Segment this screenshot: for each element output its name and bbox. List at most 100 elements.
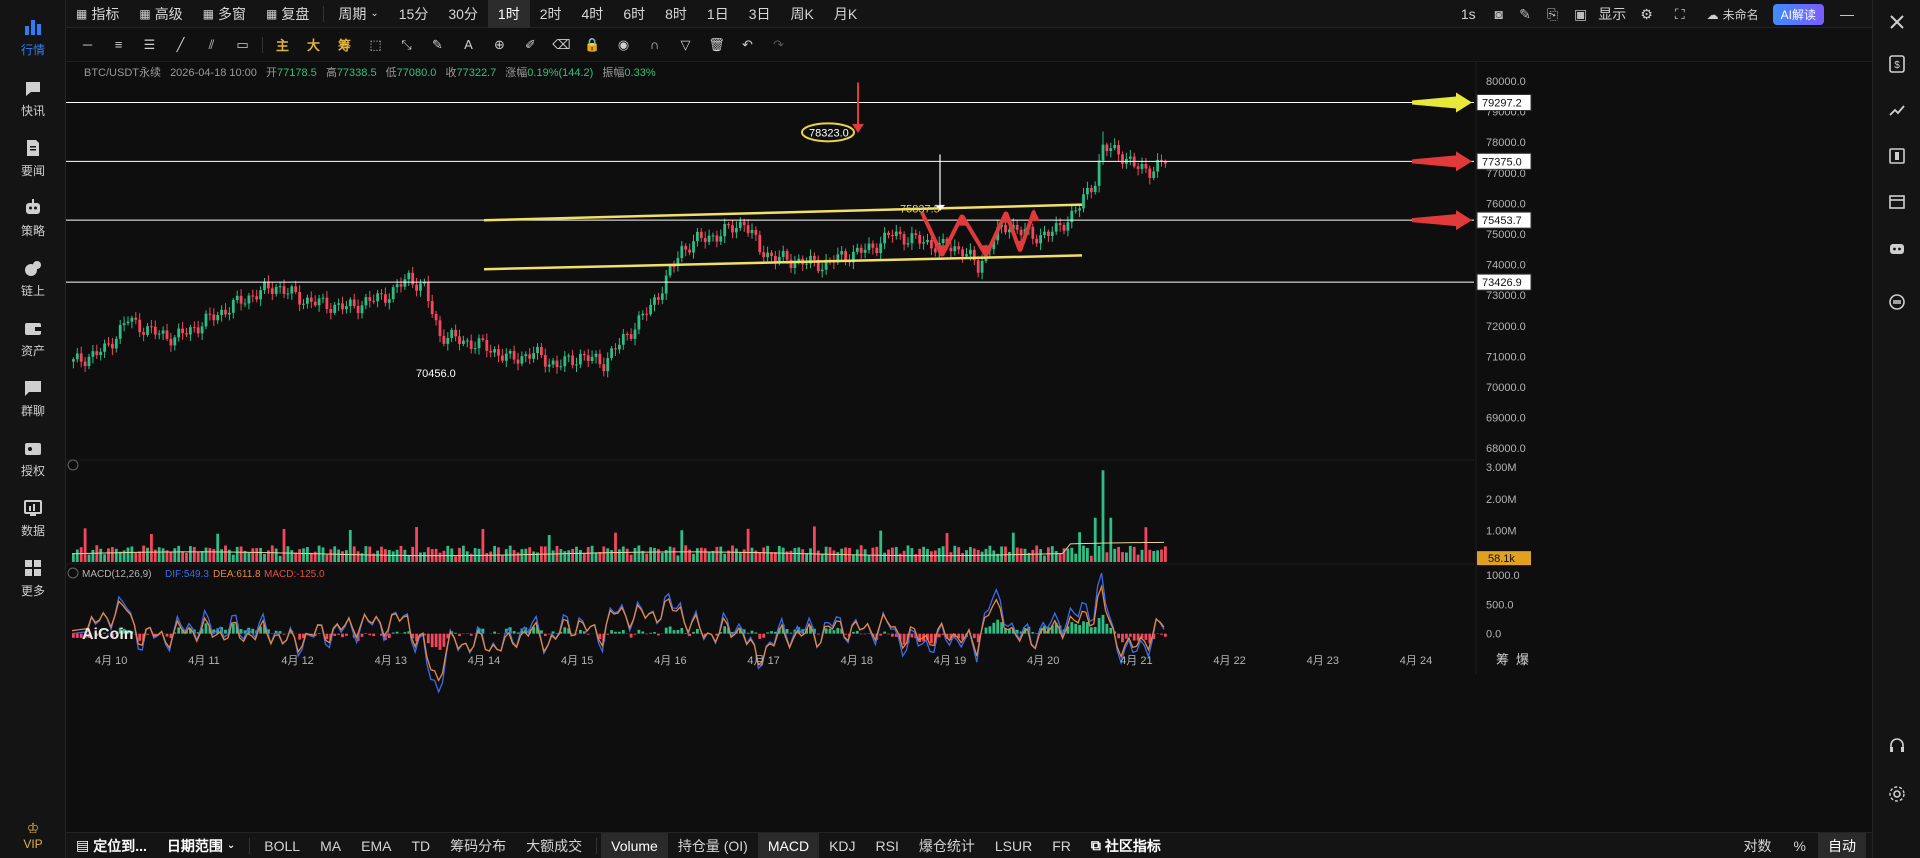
toolbar-item-7[interactable]: 1时	[487, 0, 530, 28]
screenshot-icon[interactable]: ⬚	[369, 36, 382, 52]
ruler-icon[interactable]: ▭	[236, 36, 249, 52]
toolbar-item-5[interactable]: 15分	[389, 0, 439, 28]
trend-icon[interactable]	[1885, 98, 1909, 122]
minimize-icon[interactable]: —	[1840, 6, 1854, 22]
main-indicator-4[interactable]: 筹码分布	[450, 837, 507, 854]
redo-icon[interactable]: ↷	[773, 36, 784, 52]
main-indicator-1[interactable]: MA	[320, 837, 342, 854]
date-range-select[interactable]: 日期范围 ⌄	[157, 833, 245, 858]
sidebar-item-news[interactable]: 要闻	[0, 125, 66, 191]
camera-icon[interactable]: ◙	[1494, 6, 1504, 22]
robot-icon[interactable]	[1885, 236, 1909, 260]
volume-bar	[1093, 517, 1097, 562]
vip-badge[interactable]: ♔ VIP	[0, 820, 66, 851]
toolbar-item-2[interactable]: ▦ 多窗	[193, 0, 256, 28]
toolbar-item-6[interactable]: 30分	[438, 0, 488, 28]
sub-indicator-5[interactable]: 爆仓统计	[918, 837, 975, 854]
sidebar-item-flash[interactable]: 快讯	[0, 65, 66, 131]
sidebar-item-assets[interactable]: 资产	[0, 305, 66, 371]
main-indicator-3[interactable]: TD	[411, 837, 431, 854]
candle-icon[interactable]	[1885, 144, 1909, 168]
layout-name-select[interactable]: ☁ 未命名	[1699, 6, 1767, 23]
scale-option-1[interactable]: %	[1793, 838, 1806, 854]
layers-icon[interactable]	[1885, 190, 1909, 214]
sidebar-item-more[interactable]: 更多	[0, 545, 66, 611]
sidebar-item-onchain[interactable]: 链上	[0, 245, 66, 311]
candle-body	[1113, 145, 1117, 149]
quick-indicator-0[interactable]: 主	[275, 38, 289, 53]
trash-icon[interactable]: 🗑	[708, 36, 725, 52]
ai-analysis-button[interactable]: AI解读	[1772, 3, 1824, 25]
scale-option-0[interactable]: 对数	[1743, 838, 1772, 854]
interval-label[interactable]: 1s	[1460, 6, 1476, 22]
locate-to-button[interactable]: ▤ 定位到...	[66, 833, 157, 858]
price-chart-svg[interactable]: 80000.079000.078000.077000.076000.075000…	[66, 62, 1872, 832]
text-icon[interactable]: A	[464, 37, 473, 52]
volume-bar	[738, 552, 742, 562]
sidebar-item-strategy[interactable]: 策略	[0, 185, 66, 251]
toolbar-item-8[interactable]: 2时	[530, 0, 572, 28]
list-icon[interactable]: ☰	[143, 36, 156, 52]
sidebar-item-auth[interactable]: 授权	[0, 425, 66, 491]
toolbar-item-13[interactable]: 3日	[739, 0, 781, 28]
sub-indicator-6[interactable]: LSUR	[994, 837, 1033, 854]
horizontal-line-icon[interactable]: ─	[82, 37, 93, 52]
magnet-icon[interactable]: ∩	[649, 37, 660, 52]
layout-icon[interactable]: ▣	[1574, 5, 1588, 22]
toolbar-item-15[interactable]: 月K	[824, 0, 867, 28]
sidebar-item-chat[interactable]: 群聊	[0, 365, 66, 431]
settings-icon[interactable]	[1885, 782, 1909, 806]
macd-histogram-bar	[103, 632, 106, 634]
toolbar-item-0[interactable]: ▦ 指标	[66, 0, 129, 28]
toolbar-item-9[interactable]: 4时	[572, 0, 614, 28]
main-indicator-2[interactable]: EMA	[361, 837, 392, 854]
hide-icon[interactable]: ◉	[617, 36, 630, 52]
toolbar-item-4[interactable]: 周期 ⌄	[328, 0, 388, 28]
sub-indicator-0[interactable]: Volume	[601, 832, 668, 858]
exchange-icon[interactable]	[1885, 290, 1909, 314]
toolbar-item-3[interactable]: ▦ 复盘	[256, 0, 319, 28]
menu-lines-icon[interactable]: ≡	[114, 37, 123, 52]
undo-icon[interactable]: ↶	[742, 36, 753, 52]
settings-icon[interactable]: ⚙	[1640, 5, 1653, 22]
candle-body	[949, 247, 953, 252]
sub-indicator-2[interactable]: MACD	[757, 832, 820, 858]
chart-area[interactable]: 80000.0 79000.0 78000.0 77000.0 76000.0 75000…	[66, 62, 1872, 832]
display-toggle[interactable]: 显示	[1598, 6, 1627, 22]
toolbar-item-label: 周K	[790, 5, 814, 22]
sub-indicator-7[interactable]: FR	[1052, 837, 1071, 854]
brush-icon[interactable]: ✐	[525, 36, 536, 52]
pencil-icon[interactable]: ✎	[432, 36, 443, 52]
scale-option-2[interactable]: 自动	[1818, 833, 1866, 858]
toolbar-item-12[interactable]: 1日	[697, 0, 739, 28]
parallel-channel-icon[interactable]: ⫽	[208, 36, 215, 52]
toolbar-item-10[interactable]: 6时	[613, 0, 655, 28]
main-indicator-5[interactable]: 大额成交	[526, 837, 583, 854]
zoom-icon[interactable]: ⊕	[494, 36, 505, 52]
note-icon[interactable]: ⎘	[1546, 5, 1559, 22]
edit-icon[interactable]: ✎	[1519, 5, 1531, 22]
sidebar-item-data[interactable]: 数据	[0, 485, 66, 551]
quick-indicator-1[interactable]: 大	[306, 38, 320, 53]
toolbar-item-11[interactable]: 8时	[655, 0, 697, 28]
filter-icon[interactable]: ▽	[680, 36, 691, 52]
dollar-icon[interactable]: $	[1885, 52, 1909, 76]
fullscreen-icon[interactable]: ⛶	[1674, 5, 1685, 22]
measure-icon[interactable]: ⤡	[401, 36, 412, 52]
eraser-icon[interactable]: ⌫	[552, 36, 571, 52]
macd-histogram-bar	[426, 633, 430, 644]
sidebar-item-market[interactable]: 行情	[0, 4, 66, 70]
sub-indicator-4[interactable]: RSI	[875, 837, 899, 854]
sub-indicator-3[interactable]: KDJ	[829, 837, 856, 854]
toolbar-item-14[interactable]: 周K	[781, 0, 824, 28]
main-indicator-0[interactable]: BOLL	[264, 837, 301, 854]
sub-indicator-1[interactable]: 持仓量 (OI)	[677, 837, 748, 854]
lock-icon[interactable]: 🔒	[584, 36, 601, 52]
candle-body	[824, 259, 828, 270]
headset-icon[interactable]	[1885, 734, 1909, 758]
community-indicators-button[interactable]: ⧉ 社区指标	[1081, 833, 1171, 858]
quick-indicator-2[interactable]: 筹	[337, 38, 351, 53]
close-icon[interactable]	[1885, 10, 1909, 34]
toolbar-item-1[interactable]: ▦ 高级	[129, 0, 192, 28]
trend-line-icon[interactable]: ╱	[176, 36, 185, 52]
